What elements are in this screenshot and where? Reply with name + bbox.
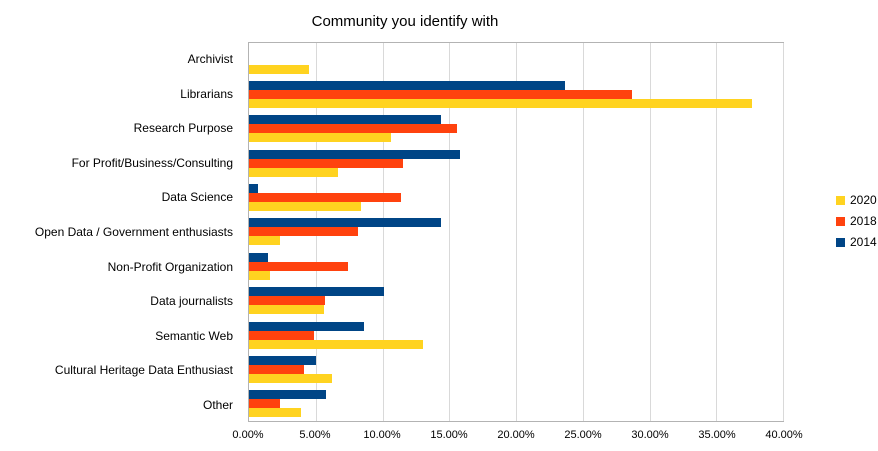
gridline: [783, 43, 784, 421]
bar-2018: [249, 330, 315, 340]
category-group: [249, 77, 783, 111]
bar-2020: [249, 133, 391, 143]
x-tick-label: 25.00%: [564, 429, 602, 441]
category-label: Research Purpose: [133, 121, 233, 136]
bar-2020: [249, 99, 753, 109]
x-tick-label: 10.00%: [363, 429, 401, 441]
legend-item-2018: 2018: [836, 214, 877, 228]
category-label: Semantic Web: [155, 328, 233, 343]
bar-2014: [249, 390, 327, 400]
category-group: [249, 318, 783, 352]
legend-label: 2018: [850, 214, 877, 228]
bar-2014: [249, 81, 566, 91]
x-tick-label: 15.00%: [430, 429, 468, 441]
category-group: [249, 215, 783, 249]
category-label: Non-Profit Organization: [107, 259, 233, 274]
bar-2014: [249, 252, 268, 262]
category-group: [249, 146, 783, 180]
bar-2018: [249, 261, 348, 271]
category-group: [249, 112, 783, 146]
category-group: [249, 249, 783, 283]
gridline: [716, 43, 718, 421]
bar-2018: [249, 124, 458, 134]
bar-2020: [249, 64, 310, 74]
legend: 2020 2018 2014: [836, 193, 877, 249]
x-tick-label: 40.00%: [765, 429, 803, 441]
gridline: [582, 43, 584, 421]
legend-swatch: [836, 237, 845, 247]
bar-2020: [249, 202, 362, 212]
bar-2014: [249, 184, 259, 194]
bar-2014: [249, 287, 384, 297]
category-label: For Profit/Business/Consulting: [71, 155, 233, 170]
bar-2018: [249, 193, 402, 203]
category-group: [249, 180, 783, 214]
category-label: Cultural Heritage Data Enthusiast: [54, 363, 233, 378]
x-tick-label: 0.00%: [232, 429, 264, 441]
bar-2014: [249, 218, 442, 228]
category-group: [249, 387, 783, 421]
category-label: Open Data / Government enthusiasts: [34, 225, 233, 239]
category-label: Data journalists: [150, 294, 233, 309]
gridline: [382, 43, 384, 421]
gridline: [449, 43, 451, 421]
bar-2014: [249, 149, 460, 159]
bar-2020: [249, 236, 280, 246]
bar-2014: [249, 115, 442, 125]
category-axis: Archivist Librarians Research Purpose For P…: [0, 42, 241, 422]
chart-title: Community you identify with: [311, 13, 499, 30]
bar-2018: [249, 296, 326, 306]
gridline: [516, 43, 517, 421]
legend-swatch: [836, 216, 845, 226]
bar-2018: [249, 90, 633, 100]
category-label: Archivist: [187, 52, 233, 67]
bar-2020: [249, 270, 271, 280]
value-axis: 0.00% 5.00% 10.00% 15.00% 20.00% 25.00% 30.00%…: [232, 422, 802, 446]
gridline: [649, 43, 651, 421]
bar-2020: [249, 339, 423, 349]
legend-label: 2020: [850, 193, 877, 207]
bar-2020: [249, 305, 324, 315]
x-tick-label: 35.00%: [698, 429, 736, 441]
bar-2020: [249, 373, 332, 383]
bar-2018: [249, 364, 304, 374]
legend-item-2020: 2020: [836, 193, 877, 207]
plot-area: [248, 42, 784, 422]
legend-item-2014: 2014: [836, 235, 877, 249]
bar-2018: [249, 158, 403, 168]
bar-2014: [249, 321, 364, 331]
category-label: Librarians: [180, 86, 233, 101]
bar-2018: [249, 399, 280, 409]
category-label: Other: [202, 397, 233, 412]
x-tick-label: 20.00%: [497, 429, 535, 441]
category-group: [249, 352, 783, 386]
x-tick-label: 30.00%: [631, 429, 669, 441]
category-group: [249, 284, 783, 318]
category-group: [249, 43, 783, 77]
x-tick-label: 5.00%: [299, 429, 331, 441]
bar-2020: [249, 167, 339, 177]
bar-2014: [249, 355, 316, 365]
bar-2018: [249, 227, 359, 237]
bar-2020: [249, 408, 302, 418]
category-label: Data Science: [161, 190, 233, 205]
legend-swatch: [836, 195, 845, 205]
legend-label: 2014: [850, 235, 877, 249]
